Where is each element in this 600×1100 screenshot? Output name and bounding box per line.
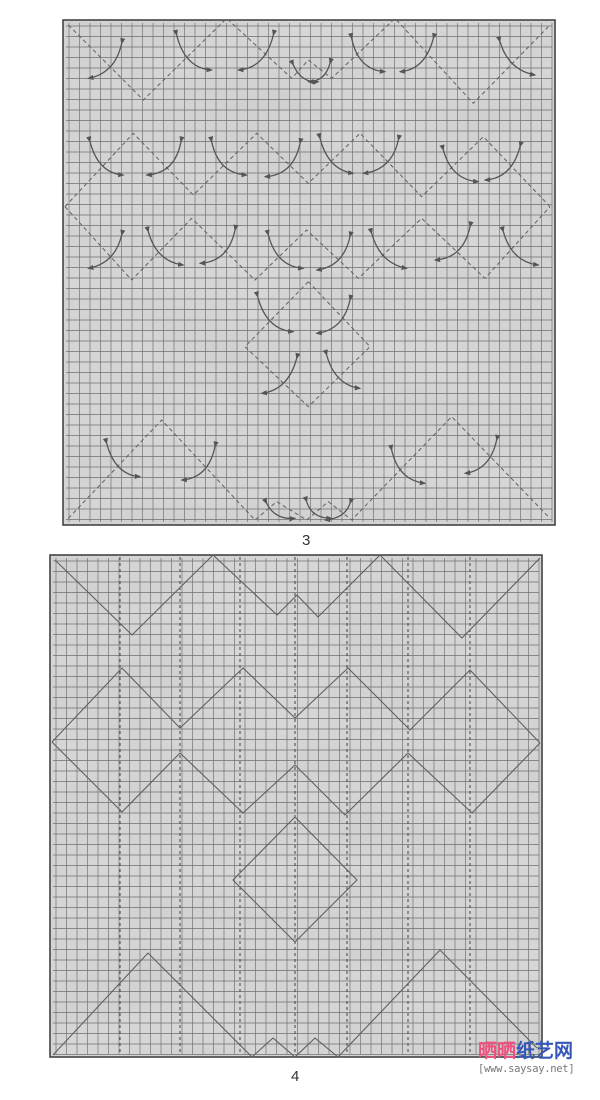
fold-arrow-icon: [87, 229, 126, 270]
fold-arrow-icon: [262, 497, 297, 522]
fold-arrow-icon: [263, 137, 304, 179]
fold-arrow-icon: [367, 227, 408, 270]
fold-arrow-icon: [398, 32, 438, 74]
step-label-3: 3: [302, 532, 311, 549]
crease-line: [232, 816, 358, 943]
paper-shading: [63, 20, 555, 525]
fold-arrow-icon: [387, 444, 427, 486]
fold-arrow-icon: [433, 221, 474, 263]
crease-line: [52, 949, 538, 1058]
fold-arrow-icon: [145, 136, 185, 178]
fold-arrow-icon: [499, 225, 540, 267]
diagram-step-3: [62, 17, 556, 526]
fold-arrow-icon: [208, 136, 248, 178]
fold-arrow-icon: [172, 29, 213, 73]
watermark-part2: 纸艺网: [516, 1040, 574, 1062]
paper-shading: [50, 555, 542, 1057]
fold-arrow-icon: [439, 144, 480, 184]
fold-arrow-icon: [87, 37, 126, 80]
fold-arrow-icon: [315, 294, 354, 336]
fold-arrow-icon: [264, 229, 305, 271]
fold-arrow-icon: [237, 29, 278, 73]
paper-border: [62, 19, 556, 526]
fold-arrow-icon: [316, 132, 355, 176]
fold-arrow-icon: [144, 225, 185, 267]
paper-border: [49, 554, 543, 1058]
fold-arrow-icon: [315, 231, 354, 272]
watermark-logo: 晒晒纸艺网 [www.saysay.net]: [478, 1040, 598, 1075]
crease-line: [51, 741, 541, 816]
fold-arrow-icon: [362, 134, 403, 176]
valley-fold-line: [244, 281, 371, 408]
step-label-4: 4: [291, 1068, 300, 1085]
fold-arrow-icon: [322, 349, 362, 391]
crease-line: [54, 554, 541, 639]
fold-arrow-icon: [253, 290, 295, 334]
crease-line: [51, 667, 541, 744]
fold-arrow-icon: [180, 441, 219, 483]
watermark-url: [www.saysay.net]: [478, 1063, 575, 1075]
fold-arrow-icon: [102, 437, 142, 479]
fold-arrow-icon: [463, 434, 501, 476]
fold-arrow-icon: [323, 497, 355, 523]
fold-arrow-icon: [483, 140, 524, 183]
fold-arrow-icon: [198, 224, 239, 266]
diagram-step-4: [49, 554, 543, 1058]
fold-arrow-icon: [348, 32, 387, 74]
fold-arrow-icon: [86, 135, 125, 178]
fold-arrow-icon: [307, 57, 334, 85]
watermark-part1: 晒晒: [478, 1040, 517, 1062]
fold-arrow-icon: [260, 352, 301, 396]
fold-arrow-icon: [496, 35, 537, 77]
